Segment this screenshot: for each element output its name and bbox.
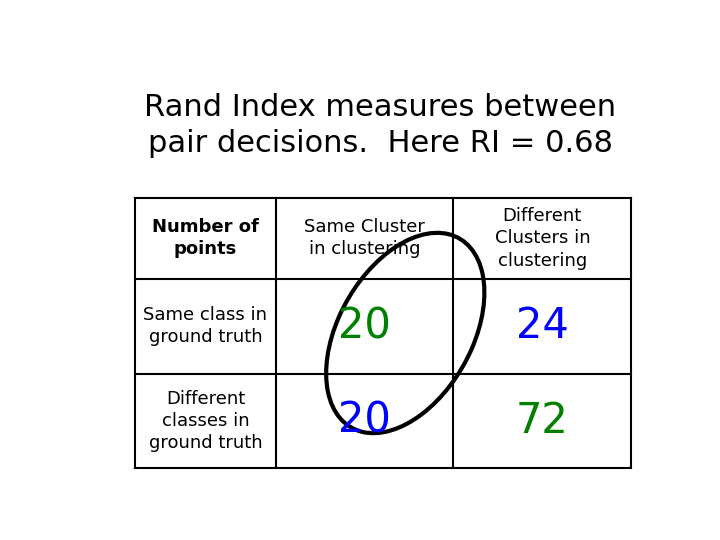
Text: 24: 24 [516,305,569,347]
Text: Different
classes in
ground truth: Different classes in ground truth [148,390,262,452]
Text: Rand Index measures between
pair decisions.  Here RI = 0.68: Rand Index measures between pair decisio… [144,93,616,158]
Text: 20: 20 [338,400,391,442]
Text: 72: 72 [516,400,569,442]
Text: Number of
points: Number of points [152,218,259,259]
Text: Different
Clusters in
clustering: Different Clusters in clustering [495,207,590,269]
Text: 20: 20 [338,305,391,347]
Text: Same Cluster
in clustering: Same Cluster in clustering [305,218,426,259]
Text: Same class in
ground truth: Same class in ground truth [143,306,267,346]
